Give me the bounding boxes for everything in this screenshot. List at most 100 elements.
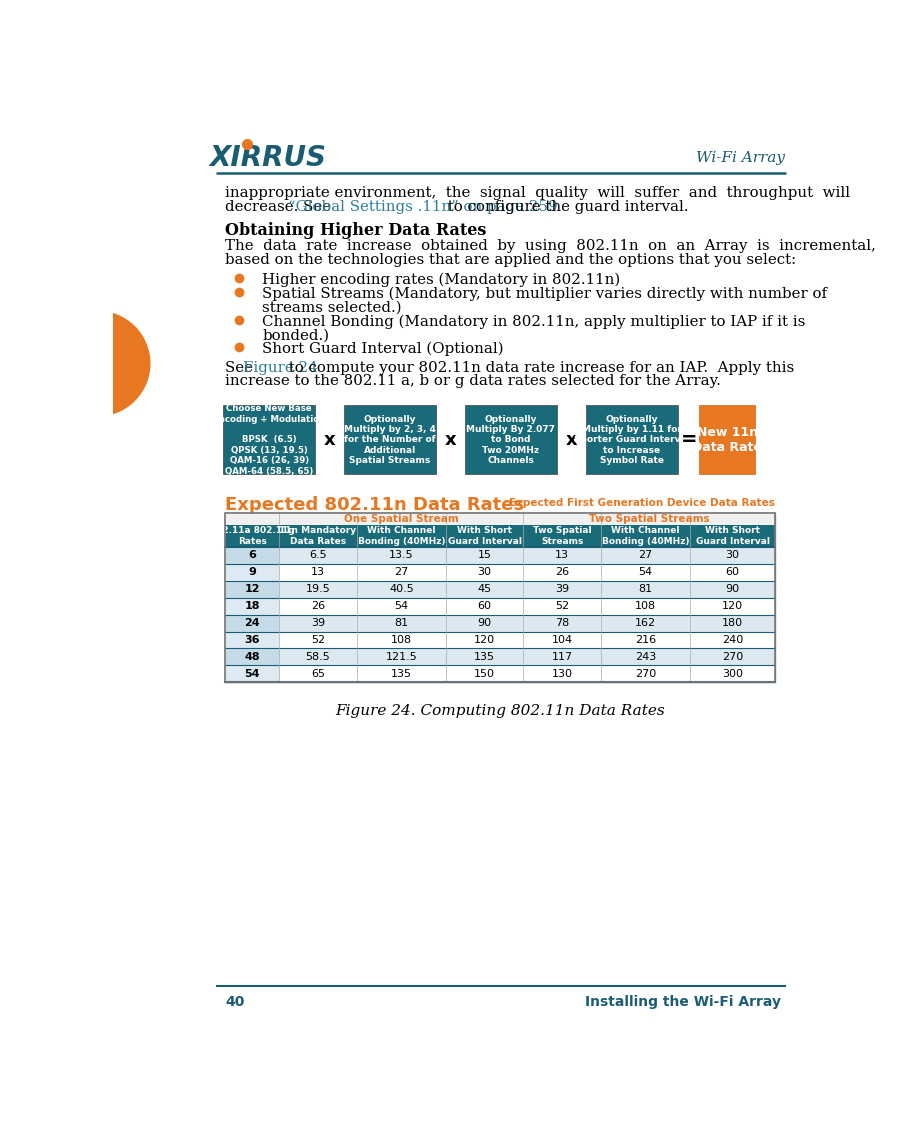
Text: 121.5: 121.5 <box>386 652 417 662</box>
FancyBboxPatch shape <box>225 631 775 648</box>
Text: 78: 78 <box>555 619 569 628</box>
Text: 19.5: 19.5 <box>305 584 331 595</box>
FancyBboxPatch shape <box>225 598 775 615</box>
Text: 120: 120 <box>722 601 743 612</box>
Text: 52: 52 <box>311 636 325 645</box>
Text: Expected 802.11n Data Rates: Expected 802.11n Data Rates <box>225 496 524 514</box>
Text: to compute your 802.11n data rate increase for an IAP.  Apply this: to compute your 802.11n data rate increa… <box>284 360 794 374</box>
FancyBboxPatch shape <box>344 405 436 474</box>
Text: Figure 24. Computing 802.11n Data Rates: Figure 24. Computing 802.11n Data Rates <box>335 704 665 717</box>
Text: 48: 48 <box>244 652 259 662</box>
Text: 11n Mandatory
Data Rates: 11n Mandatory Data Rates <box>279 526 357 546</box>
FancyBboxPatch shape <box>225 525 775 547</box>
FancyBboxPatch shape <box>225 598 279 615</box>
FancyBboxPatch shape <box>587 405 678 474</box>
FancyBboxPatch shape <box>225 581 775 598</box>
Text: 60: 60 <box>725 567 740 578</box>
Text: New 11n
Data Rate: New 11n Data Rate <box>692 426 762 454</box>
FancyBboxPatch shape <box>225 564 775 581</box>
Text: 60: 60 <box>478 601 492 612</box>
Text: Optionally
Multiply by 1.11 for
Shorter Guard Interval
to Increase
Symbol Rate: Optionally Multiply by 1.11 for Shorter … <box>574 415 690 465</box>
FancyBboxPatch shape <box>225 547 279 564</box>
FancyBboxPatch shape <box>223 405 315 474</box>
Text: 54: 54 <box>395 601 408 612</box>
Text: 216: 216 <box>635 636 656 645</box>
Text: Expected First Generation Device Data Rates: Expected First Generation Device Data Ra… <box>509 498 775 507</box>
Text: Optionally
Multiply by 2, 3, 4
for the Number of
Additional
Spatial Streams: Optionally Multiply by 2, 3, 4 for the N… <box>344 415 436 465</box>
Text: 13: 13 <box>555 550 569 561</box>
Text: 30: 30 <box>478 567 492 578</box>
Text: 13: 13 <box>311 567 325 578</box>
FancyBboxPatch shape <box>225 631 279 648</box>
FancyBboxPatch shape <box>225 581 279 598</box>
Text: With Channel
Bonding (40MHz): With Channel Bonding (40MHz) <box>602 526 689 546</box>
Text: 81: 81 <box>395 619 408 628</box>
FancyBboxPatch shape <box>465 405 557 474</box>
Text: decrease. See: decrease. See <box>225 200 336 215</box>
Text: 270: 270 <box>722 652 743 662</box>
Text: 6.5: 6.5 <box>309 550 327 561</box>
Text: 65: 65 <box>311 669 325 679</box>
Text: x: x <box>445 431 456 449</box>
Text: 39: 39 <box>555 584 569 595</box>
Text: x: x <box>323 431 335 449</box>
Text: 15: 15 <box>478 550 492 561</box>
Text: 108: 108 <box>635 601 656 612</box>
Text: 135: 135 <box>474 652 496 662</box>
Text: inappropriate environment,  the  signal  quality  will  suffer  and  throughput : inappropriate environment, the signal qu… <box>225 186 851 200</box>
Text: 9: 9 <box>248 567 256 578</box>
Text: With Short
Guard Interval: With Short Guard Interval <box>696 526 769 546</box>
Text: With Channel
Bonding (40MHz): With Channel Bonding (40MHz) <box>358 526 445 546</box>
Text: 802.11a 802.11g
Rates: 802.11a 802.11g Rates <box>210 526 295 546</box>
Text: 26: 26 <box>555 567 569 578</box>
Text: 58.5: 58.5 <box>305 652 331 662</box>
Text: 240: 240 <box>722 636 743 645</box>
Text: Obtaining Higher Data Rates: Obtaining Higher Data Rates <box>225 222 487 239</box>
Text: =: = <box>681 430 697 449</box>
FancyBboxPatch shape <box>225 648 775 665</box>
Text: 108: 108 <box>391 636 412 645</box>
Text: 135: 135 <box>391 669 412 679</box>
Text: 162: 162 <box>635 619 656 628</box>
Text: Spatial Streams (Mandatory, but multiplier varies directly with number of: Spatial Streams (Mandatory, but multipli… <box>262 287 827 301</box>
Text: based on the technologies that are applied and the options that you select:: based on the technologies that are appli… <box>225 252 796 267</box>
Text: 52: 52 <box>555 601 569 612</box>
FancyBboxPatch shape <box>225 564 279 581</box>
Text: 40.5: 40.5 <box>389 584 414 595</box>
Text: Wi-Fi Array: Wi-Fi Array <box>696 151 786 165</box>
FancyBboxPatch shape <box>225 547 775 564</box>
Text: 150: 150 <box>474 669 496 679</box>
Text: Short Guard Interval (Optional): Short Guard Interval (Optional) <box>262 342 504 356</box>
Text: 27: 27 <box>638 550 652 561</box>
Text: 243: 243 <box>635 652 656 662</box>
Text: 12: 12 <box>244 584 259 595</box>
Text: Higher encoding rates (Mandatory in 802.11n): Higher encoding rates (Mandatory in 802.… <box>262 273 620 288</box>
FancyBboxPatch shape <box>225 615 775 631</box>
Text: Two Spatial
Streams: Two Spatial Streams <box>532 526 591 546</box>
Text: x: x <box>566 431 578 449</box>
Text: Channel Bonding (Mandatory in 802.11n, apply multiplier to IAP if it is: Channel Bonding (Mandatory in 802.11n, a… <box>262 314 805 329</box>
Text: 18: 18 <box>244 601 259 612</box>
Text: 130: 130 <box>551 669 573 679</box>
Text: 90: 90 <box>725 584 740 595</box>
FancyBboxPatch shape <box>225 665 279 682</box>
FancyBboxPatch shape <box>225 648 279 665</box>
Text: 300: 300 <box>722 669 743 679</box>
Text: 54: 54 <box>244 669 259 679</box>
Text: increase to the 802.11 a, b or g data rates selected for the Array.: increase to the 802.11 a, b or g data ra… <box>225 374 721 389</box>
Text: 45: 45 <box>478 584 492 595</box>
Text: 270: 270 <box>635 669 656 679</box>
FancyBboxPatch shape <box>699 405 755 474</box>
Text: 6: 6 <box>248 550 256 561</box>
Text: Installing the Wi-Fi Array: Installing the Wi-Fi Array <box>585 995 780 1009</box>
Text: 40: 40 <box>225 995 244 1009</box>
Text: 120: 120 <box>474 636 496 645</box>
Text: bonded.): bonded.) <box>262 329 329 342</box>
Text: Optionally
Multiply By 2.077
to Bond
Two 20MHz
Channels: Optionally Multiply By 2.077 to Bond Two… <box>467 415 556 465</box>
Text: 54: 54 <box>639 567 652 578</box>
Text: 24: 24 <box>244 619 259 628</box>
FancyBboxPatch shape <box>225 665 775 682</box>
Text: 30: 30 <box>725 550 740 561</box>
Text: 90: 90 <box>478 619 492 628</box>
Text: 26: 26 <box>311 601 325 612</box>
